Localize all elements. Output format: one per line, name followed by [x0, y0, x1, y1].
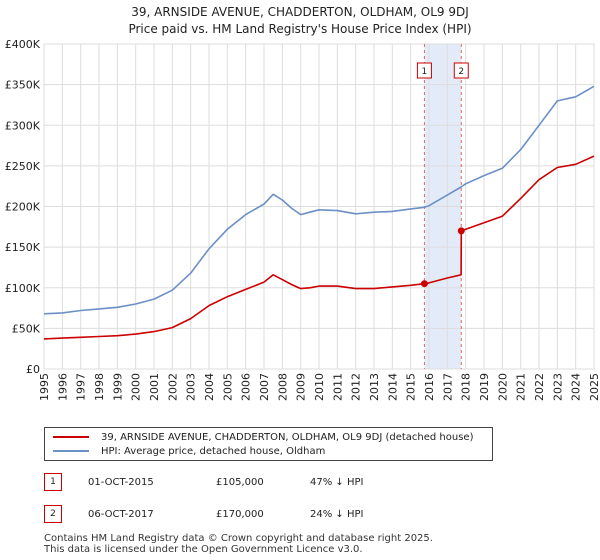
price-chart: £0 £50K £100K £150K £200K £250K £300K £350K £400…: [5, 38, 600, 401]
sale-2-label: 2: [458, 67, 464, 77]
x-tick-label: 2003: [185, 373, 198, 401]
x-tick-label: 2004: [203, 373, 216, 401]
sale-date-1: 01-OCT-2015: [88, 477, 154, 488]
sale-2-point: [457, 227, 465, 235]
legend-swatch-property: [53, 436, 89, 438]
x-tick-label: 2006: [240, 373, 253, 401]
x-tick-label: 2023: [551, 373, 564, 401]
y-tick-label: £300K: [5, 119, 41, 132]
x-tick-label: 2017: [441, 373, 454, 401]
x-tick-label: 2000: [130, 373, 143, 401]
title-line-2: Price paid vs. HM Land Registry's House …: [128, 22, 472, 36]
sale-hpi-2: 24% ↓ HPI: [310, 509, 364, 520]
x-tick-label: 2010: [313, 373, 326, 401]
x-tick-label: 2015: [405, 373, 418, 401]
x-tick-label: 2019: [478, 373, 491, 401]
x-tick-label: 2022: [533, 373, 546, 401]
footer: Contains HM Land Registry data © Crown c…: [44, 533, 433, 555]
y-tick-label: £200K: [5, 201, 41, 214]
x-tick-label: 2024: [570, 373, 583, 401]
chart-title: 39, ARNSIDE AVENUE, CHADDERTON, OLDHAM, …: [0, 4, 600, 38]
legend-item-property: 39, ARNSIDE AVENUE, CHADDERTON, OLDHAM, …: [53, 431, 473, 445]
sale-1-label: 1: [422, 67, 428, 77]
legend-label-hpi: HPI: Average price, detached house, Oldh…: [101, 446, 326, 457]
legend-swatch-hpi: [53, 450, 89, 452]
x-tick-label: 2011: [331, 373, 344, 401]
x-tick-label: 1999: [111, 373, 124, 401]
sale-2-box: [453, 62, 469, 79]
x-tick-label: 2008: [276, 373, 289, 401]
x-tick-label: 1996: [56, 373, 69, 401]
y-tick-label: £150K: [5, 241, 41, 254]
x-tick-label: 2020: [496, 373, 509, 401]
legend: 39, ARNSIDE AVENUE, CHADDERTON, OLDHAM, …: [44, 427, 493, 461]
y-tick-label: £0: [26, 363, 40, 376]
x-tick-label: 2007: [258, 373, 271, 401]
x-tick-label: 1997: [75, 373, 88, 401]
x-tick-label: 2009: [295, 373, 308, 401]
sale-price-1: £105,000: [216, 477, 264, 488]
y-tick-label: £350K: [5, 79, 41, 92]
x-tick-label: 2018: [460, 373, 473, 401]
x-tick-label: 2016: [423, 373, 436, 401]
sale-badge-1: 1: [44, 473, 62, 491]
x-tick-label: 2025: [588, 373, 600, 401]
legend-label-property: 39, ARNSIDE AVENUE, CHADDERTON, OLDHAM, …: [101, 432, 474, 443]
footer-line-1: Contains HM Land Registry data © Crown c…: [44, 533, 433, 544]
hpi-series-line: [43, 85, 595, 315]
x-tick-label: 2013: [368, 373, 381, 401]
legend-item-hpi: HPI: Average price, detached house, Oldh…: [53, 445, 325, 459]
title-line-1: 39, ARNSIDE AVENUE, CHADDERTON, OLDHAM, …: [131, 5, 469, 19]
footer-line-2: This data is licensed under the Open Gov…: [44, 544, 363, 555]
y-tick-label: £100K: [5, 282, 41, 295]
x-tick-label: 2021: [515, 373, 528, 401]
x-tick-label: 2012: [350, 373, 363, 401]
sale-1-box: [416, 62, 432, 79]
x-tick-label: 1998: [93, 373, 106, 401]
sale-1-point: [420, 280, 428, 288]
sale-price-2: £170,000: [216, 509, 264, 520]
sale-date-2: 06-OCT-2017: [88, 509, 154, 520]
y-tick-label: £250K: [5, 160, 41, 173]
y-tick-label: £50K: [12, 322, 41, 335]
x-tick-label: 2002: [166, 373, 179, 401]
x-tick-label: 1995: [38, 373, 51, 401]
x-tick-label: 2014: [386, 373, 399, 401]
property-series-line: [43, 155, 595, 340]
sale-hpi-1: 47% ↓ HPI: [310, 477, 364, 488]
x-tick-label: 2001: [148, 373, 161, 401]
y-tick-label: £400K: [5, 38, 41, 51]
x-tick-label: 2005: [221, 373, 234, 401]
sale-badge-2: 2: [44, 505, 62, 523]
